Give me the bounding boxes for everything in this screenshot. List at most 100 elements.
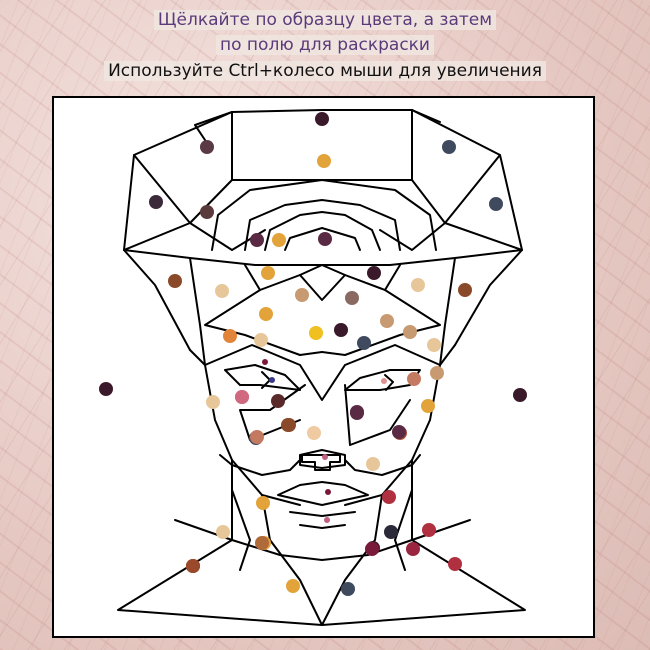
outline-segment — [224, 364, 301, 391]
outline-segment — [344, 384, 411, 446]
color-swatch[interactable] — [309, 326, 323, 340]
outline-segment — [384, 374, 394, 391]
outline-segment — [411, 109, 441, 123]
color-swatch[interactable] — [380, 314, 394, 328]
marker-dot — [381, 378, 387, 384]
color-swatch[interactable] — [216, 525, 230, 539]
marker-dot — [262, 359, 268, 365]
color-swatch[interactable] — [392, 425, 406, 439]
color-swatch[interactable] — [295, 288, 309, 302]
color-swatch[interactable] — [350, 405, 364, 419]
color-swatch[interactable] — [200, 140, 214, 154]
outline-segment — [394, 489, 413, 571]
color-swatch[interactable] — [430, 366, 444, 380]
instruction-line-2: по полю для раскраски — [216, 35, 434, 55]
instruction-line-1: Щёлкайте по образцу цвета, а затем — [153, 10, 497, 30]
color-swatch[interactable] — [235, 390, 249, 404]
instructions-header: Щёлкайте по образцу цвета, а затем по по… — [0, 0, 650, 92]
color-swatch[interactable] — [448, 557, 462, 571]
outline-segment — [211, 179, 437, 251]
outline-segment — [133, 154, 233, 224]
outline-segment — [344, 369, 421, 391]
color-swatch[interactable] — [407, 372, 421, 386]
color-swatch[interactable] — [206, 395, 220, 409]
outline-segment — [117, 459, 526, 626]
outline-segment — [277, 481, 369, 506]
outline-segment — [411, 519, 471, 541]
color-swatch[interactable] — [200, 205, 214, 219]
color-swatch[interactable] — [384, 525, 398, 539]
color-swatch[interactable] — [345, 291, 359, 305]
outline-segment — [264, 211, 381, 251]
coloring-canvas[interactable] — [52, 96, 595, 638]
outline-segment — [189, 349, 301, 506]
color-swatch[interactable] — [250, 233, 264, 247]
outline-segment — [454, 249, 523, 346]
outline-drawing — [117, 109, 526, 626]
color-swatch[interactable] — [403, 325, 417, 339]
color-swatch[interactable] — [406, 542, 420, 556]
outline-segment — [344, 344, 456, 506]
color-swatch[interactable] — [254, 333, 268, 347]
outline-segment — [261, 494, 323, 626]
outline-segment — [204, 264, 323, 356]
outline-segment — [299, 274, 346, 301]
color-swatch[interactable] — [99, 382, 113, 396]
color-swatch[interactable] — [272, 233, 286, 247]
outline-segment — [289, 511, 356, 517]
marker-dot — [269, 377, 275, 383]
color-swatch[interactable] — [422, 523, 436, 537]
color-swatch[interactable] — [366, 457, 380, 471]
color-swatches[interactable] — [99, 112, 527, 596]
coloring-picture[interactable] — [54, 98, 593, 636]
color-swatch[interactable] — [317, 154, 331, 168]
color-swatch[interactable] — [149, 195, 163, 209]
color-swatch[interactable] — [256, 496, 270, 510]
outline-segment — [244, 199, 401, 251]
outline-segment — [299, 449, 346, 469]
outline-segment — [219, 454, 301, 476]
outline-segment — [284, 227, 361, 251]
nose-outline — [301, 454, 341, 471]
color-swatch[interactable] — [382, 490, 396, 504]
outline-segment — [123, 249, 191, 351]
color-swatch[interactable] — [513, 388, 527, 402]
color-swatch[interactable] — [281, 418, 295, 432]
marker-dot — [325, 489, 331, 495]
outline-segment — [123, 222, 266, 251]
outline-segment — [194, 111, 233, 141]
instruction-line-3: Используйте Ctrl+колесо мыши для увеличе… — [104, 61, 546, 81]
color-swatch[interactable] — [261, 266, 275, 280]
color-swatch[interactable] — [427, 338, 441, 352]
color-swatch[interactable] — [367, 266, 381, 280]
marker-dot — [324, 517, 330, 523]
color-swatch[interactable] — [357, 336, 371, 350]
color-swatch[interactable] — [286, 579, 300, 593]
marker-dot — [322, 454, 328, 460]
color-swatch[interactable] — [307, 426, 321, 440]
color-swatch[interactable] — [442, 140, 456, 154]
color-swatch[interactable] — [186, 559, 200, 573]
color-swatch[interactable] — [334, 323, 348, 337]
color-swatch[interactable] — [250, 430, 264, 444]
outline-segment — [321, 494, 383, 626]
color-swatch[interactable] — [215, 284, 229, 298]
outline-segment — [259, 264, 386, 291]
outline-segment — [344, 454, 421, 476]
color-swatch[interactable] — [341, 582, 355, 596]
color-swatch[interactable] — [168, 274, 182, 288]
outline-segment — [439, 257, 456, 366]
color-swatch[interactable] — [223, 329, 237, 343]
color-swatch[interactable] — [411, 278, 425, 292]
outline-segment — [379, 222, 523, 251]
outline-segment — [321, 264, 441, 356]
color-swatch[interactable] — [315, 112, 329, 126]
color-swatch[interactable] — [421, 399, 435, 413]
color-swatch[interactable] — [318, 232, 332, 246]
color-swatch[interactable] — [259, 307, 273, 321]
color-swatch[interactable] — [458, 283, 472, 297]
color-swatch[interactable] — [489, 197, 503, 211]
color-swatch[interactable] — [365, 542, 379, 556]
color-swatch[interactable] — [271, 394, 285, 408]
color-swatch[interactable] — [255, 536, 269, 550]
